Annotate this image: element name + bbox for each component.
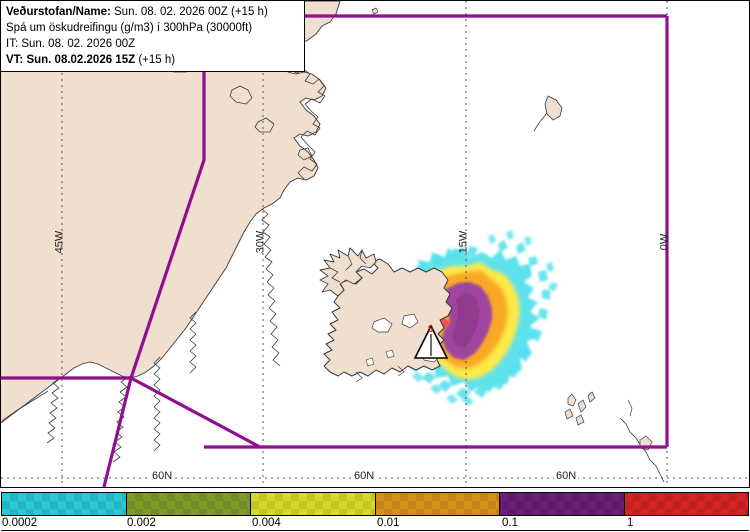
colorbar-band-0[interactable] [2,493,127,515]
colorbar-tick: 0.1 [502,517,518,529]
colorbar-tick: 0.0002 [2,517,38,529]
header-valid-value: (+15 h) [135,54,176,66]
greenland-landmass [1,1,341,424]
colorbar-baseline [1,530,749,531]
parallel-label: 60N [352,470,377,482]
colorbar-tick: 0.002 [127,517,156,529]
meridian-label: 0W [658,233,671,251]
header-line-name: Veðurstofan/Name: Sun. 08. 02. 2026 00Z … [6,4,299,20]
meridian-label: 30W [254,230,267,254]
volcano-triangle-icon[interactable]: 5 [413,324,449,359]
glacier-hofsjokull [401,313,419,329]
glacier-myrdalsjokull [385,349,395,359]
colorbar-band-1[interactable] [126,493,251,515]
header-name-value: Sun. 08. 02. 2026 00Z (+15 h) [110,6,268,18]
header-line-param: Spá um öskudreifingu (g/m3) í 300hPa (30… [6,22,253,34]
fir-junction-node [128,375,134,381]
header-valid-label: VT: Sun. 08.02.2026 15Z [6,54,136,66]
forecast-info-box: Veðurstofan/Name: Sun. 08. 02. 2026 00Z … [0,0,305,72]
colorbar-band-2[interactable] [251,493,376,515]
colorbar-tick: 0.01 [377,517,400,529]
colorbar-legend: 0.0002 0.002 0.004 0.01 0.1 1 [0,490,750,532]
header-name-label: Veðurstofan/Name: [6,6,111,18]
colorbar-band-5[interactable] [624,493,748,515]
small-islet-top-left [371,7,379,15]
svg-text:5: 5 [428,324,433,334]
header-line-issue: IT: Sun. 08. 02. 2026 00Z [6,38,136,50]
map-canvas[interactable]: 5 [0,0,750,492]
colorbar-bands[interactable] [1,492,749,516]
parallel-label: 60N [150,470,175,482]
colorbar-tick: 0.004 [252,517,281,529]
faroe-islands [564,391,596,426]
header-line-valid: VT: Sun. 08.02.2026 15Z (+15 h) [6,52,299,68]
parallel-label: 60N [554,470,579,482]
colorbar-ticks: 0.0002 0.002 0.004 0.01 0.1 1 [0,517,750,532]
meridian-label: 15W [457,230,470,254]
colorbar-band-3[interactable] [375,493,500,515]
colorbar-band-4[interactable] [500,493,625,515]
jan-mayen-island [533,95,563,132]
glacier-langjokull [371,317,393,333]
colorbar-tick: 1 [627,517,634,529]
map-graphics: 5 [1,1,749,487]
meridian-label: 45W [53,230,66,254]
